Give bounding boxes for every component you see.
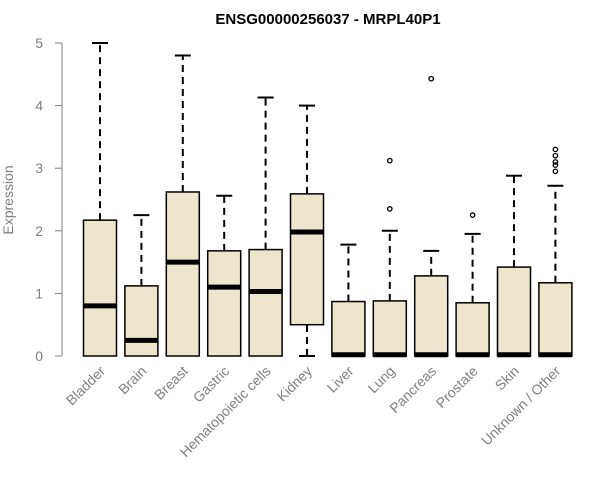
box-iqr bbox=[331, 300, 366, 357]
box-iqr bbox=[538, 282, 573, 357]
box-iqr bbox=[289, 193, 325, 326]
y-tick-label: 3 bbox=[35, 160, 43, 176]
x-tick-label: Kidney bbox=[274, 363, 316, 405]
y-axis-title: Expression bbox=[0, 165, 16, 234]
box-brain bbox=[124, 214, 159, 357]
y-tick-label: 1 bbox=[35, 285, 43, 301]
boxes-group bbox=[82, 42, 573, 358]
x-tick-label: Lung bbox=[365, 363, 398, 396]
box-liver bbox=[331, 243, 366, 358]
outlier-point bbox=[552, 152, 559, 159]
chart-title: ENSG00000256037 - MRPL40P1 bbox=[215, 11, 440, 28]
x-tick-label: Brain bbox=[115, 363, 149, 397]
box-iqr bbox=[248, 248, 283, 357]
y-tick-label: 2 bbox=[35, 223, 43, 239]
x-tick-label: Unknown / Other bbox=[478, 363, 564, 449]
x-tick-label: Skin bbox=[492, 363, 523, 394]
x-tick-label: Liver bbox=[324, 363, 357, 396]
box-prostate bbox=[455, 212, 490, 358]
outlier-point bbox=[428, 75, 435, 82]
y-tick-label: 5 bbox=[35, 35, 43, 51]
box-iqr bbox=[82, 219, 118, 357]
outlier-point bbox=[386, 206, 393, 212]
box-iqr bbox=[372, 300, 408, 357]
box-bladder bbox=[82, 42, 118, 357]
box-iqr bbox=[165, 191, 201, 357]
y-axis: 0 1 2 3 4 5 bbox=[35, 35, 63, 364]
box-hematopoietic-cells bbox=[248, 96, 283, 357]
box-iqr bbox=[206, 250, 242, 357]
box-iqr bbox=[124, 285, 159, 357]
box-iqr bbox=[455, 302, 490, 357]
y-tick-label: 0 bbox=[35, 348, 43, 364]
outlier-point bbox=[552, 162, 559, 168]
outlier-point bbox=[386, 157, 393, 164]
y-tick-label: 4 bbox=[35, 98, 43, 114]
box-lung bbox=[372, 157, 408, 358]
box-kidney bbox=[289, 104, 325, 357]
box-iqr bbox=[413, 275, 449, 357]
x-tick-label: Bladder bbox=[63, 363, 109, 409]
outlier-point bbox=[469, 212, 476, 218]
outlier-point bbox=[552, 159, 559, 165]
box-breast bbox=[165, 54, 201, 357]
x-tick-label: Breast bbox=[151, 363, 191, 403]
box-gastric bbox=[206, 194, 242, 357]
box-iqr bbox=[496, 266, 532, 357]
box-skin bbox=[496, 174, 532, 358]
x-tick-label: Prostate bbox=[433, 363, 481, 411]
outlier-point bbox=[552, 168, 559, 175]
box-pancreas bbox=[413, 75, 449, 358]
outlier-point bbox=[552, 146, 559, 153]
box-unknown-other bbox=[538, 146, 573, 358]
